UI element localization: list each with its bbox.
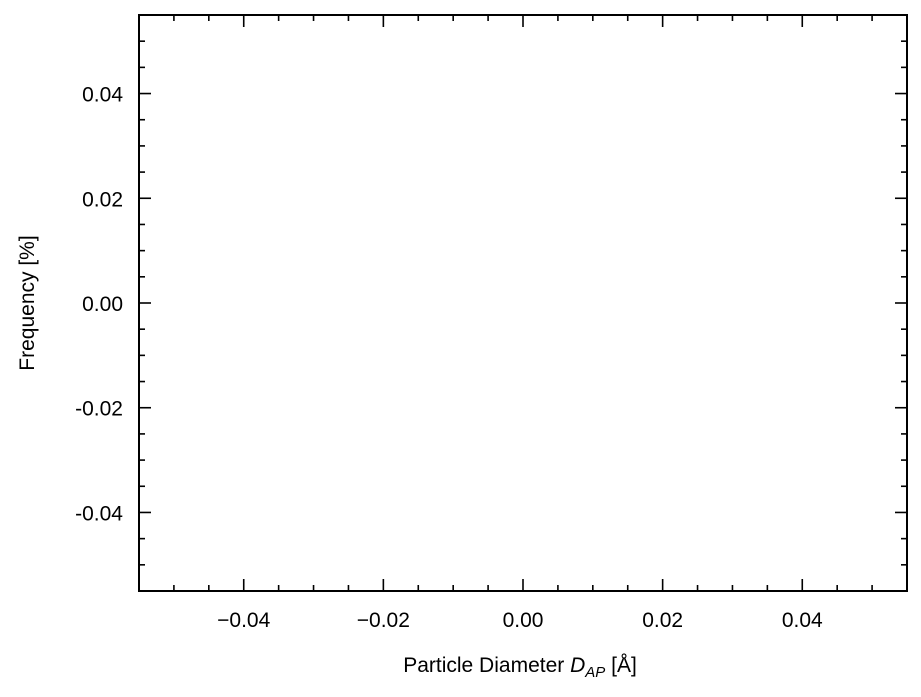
x-tick-label: 0.04 <box>782 609 823 632</box>
y-tick-label: -0.02 <box>75 398 123 421</box>
y-tick-label: 0.00 <box>82 293 123 316</box>
x-axis-label-subscript: AP <box>584 664 605 681</box>
y-tick-label: 0.02 <box>82 188 123 211</box>
x-axis-label-unit: [Å] <box>605 654 637 677</box>
axis-ticks <box>138 14 908 592</box>
x-axis-label-text: Particle Diameter <box>403 654 570 677</box>
y-axis-label: Frequency [%] <box>16 235 39 370</box>
x-axis-label-symbol: D <box>570 654 585 677</box>
y-tick-label: 0.04 <box>82 84 123 107</box>
plot-area <box>138 14 908 592</box>
x-tick-label: 0.02 <box>642 609 683 632</box>
y-tick-label: -0.04 <box>75 502 123 525</box>
y-tick-labels: 0.04 0.02 0.00 -0.02 -0.04 <box>75 84 123 526</box>
x-axis-label: Particle Diameter DAP [Å] <box>403 654 637 681</box>
x-tick-label: −0.04 <box>217 609 270 632</box>
x-tick-label: −0.02 <box>357 609 410 632</box>
x-tick-label: 0.00 <box>503 609 544 632</box>
x-tick-labels: −0.04 −0.02 0.00 0.02 0.04 <box>217 609 823 632</box>
